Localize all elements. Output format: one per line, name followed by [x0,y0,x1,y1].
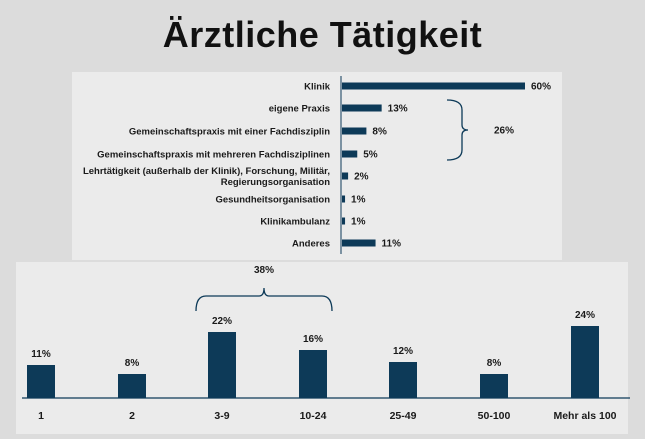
h-value-label: 13% [388,104,408,115]
h-bar [342,239,376,247]
v-value-label: 8% [487,358,502,369]
h-bar [342,217,346,225]
h-value-label: 1% [351,195,366,206]
v-value-label: 8% [125,358,140,369]
h-value-label: 60% [531,82,551,93]
h-value-label: 5% [363,150,378,161]
v-bar [389,362,417,398]
h-category-label: Klinikambulanz [260,217,330,228]
h-bar [342,127,367,135]
bottom-chart-panel [16,262,628,434]
h-bar [342,195,346,203]
h-category-label: eigene Praxis [269,104,330,115]
top-chart-panel [72,72,562,260]
v-value-label: 11% [31,349,51,360]
v-tick-label: 50-100 [478,410,511,422]
page-title: Ärztliche Tätigkeit [162,14,483,55]
v-bar [480,374,508,398]
h-value-label: 8% [372,127,387,138]
h-category-label: Klinik [304,82,331,93]
v-bar [299,350,327,398]
v-tick-label: 3-9 [214,410,229,422]
h-annotation-brace [446,99,469,161]
v-value-label: 24% [575,310,595,321]
v-value-label: 12% [393,346,413,357]
v-tick-label: Mehr als 100 [553,410,616,422]
h-bar [342,82,525,90]
v-bar [27,365,55,398]
h-category-label: Gemeinschaftspraxis mit mehreren Fachdis… [97,150,330,161]
h-category-label: Regierungsorganisation [221,177,330,188]
h-bar [342,104,382,112]
h-category-label: Lehrtätigkeit (außerhalb der Klinik), Fo… [83,166,330,177]
v-tick-label: 10-24 [300,410,327,422]
h-category-label: Anderes [292,239,330,250]
v-tick-label: 25-49 [390,410,417,422]
h-value-label: 11% [382,239,402,250]
h-annotation-label: 26% [494,126,514,137]
v-bar [118,374,146,398]
v-tick-label: 2 [129,410,135,422]
v-value-label: 22% [212,316,232,327]
v-annotation-brace [195,287,333,312]
v-annotation-label: 38% [254,265,274,276]
v-bar [208,332,236,398]
h-bar [342,150,358,158]
h-bar [342,172,349,180]
v-tick-label: 1 [38,410,44,422]
h-value-label: 2% [354,172,369,183]
h-value-label: 1% [351,217,366,228]
v-bar [571,326,599,398]
h-category-label: Gemeinschaftspraxis mit einer Fachdiszip… [129,127,330,138]
h-category-label: Gesundheitsorganisation [215,195,330,206]
v-value-label: 16% [303,334,323,345]
